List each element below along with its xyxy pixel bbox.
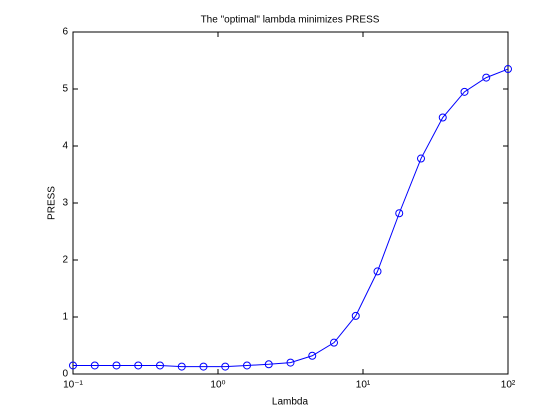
y-tick-label: 5 (62, 84, 68, 95)
data-point (264, 360, 273, 369)
data-point (351, 311, 360, 320)
chart-title: The "optimal" lambda minimizes PRESS (201, 15, 380, 26)
data-point (112, 361, 121, 370)
x-tick-label: 10⁻¹ (63, 380, 83, 391)
series-line (73, 68, 509, 368)
y-tick-label: 3 (62, 198, 68, 209)
data-point (243, 361, 252, 370)
data-point (69, 361, 77, 370)
y-tick-label: 1 (62, 312, 68, 323)
data-point (417, 154, 426, 163)
x-tick-label: 10² (501, 380, 516, 391)
data-point (438, 113, 447, 122)
data-point (155, 361, 164, 370)
x-axis-label: Lambda (272, 397, 309, 408)
y-tick-label: 0 (62, 369, 68, 380)
y-axis-label: PRESS (47, 186, 58, 220)
y-tick-label: 6 (62, 27, 68, 38)
plot-frame (72, 31, 509, 375)
x-tick-label: 10⁰ (210, 380, 225, 391)
data-point (221, 362, 230, 371)
data-point (286, 358, 295, 367)
data-point (330, 338, 339, 347)
data-point (308, 351, 317, 360)
data-point (373, 267, 382, 276)
y-tick-label: 4 (62, 141, 68, 152)
data-point (199, 362, 208, 371)
data-point (460, 87, 469, 96)
data-point (504, 65, 512, 74)
data-point (395, 209, 404, 218)
data-point (90, 361, 99, 370)
data-point (482, 73, 491, 82)
data-point (177, 362, 186, 371)
y-tick-label: 2 (62, 255, 68, 266)
x-tick-label: 10¹ (356, 380, 371, 391)
data-point (134, 361, 143, 370)
